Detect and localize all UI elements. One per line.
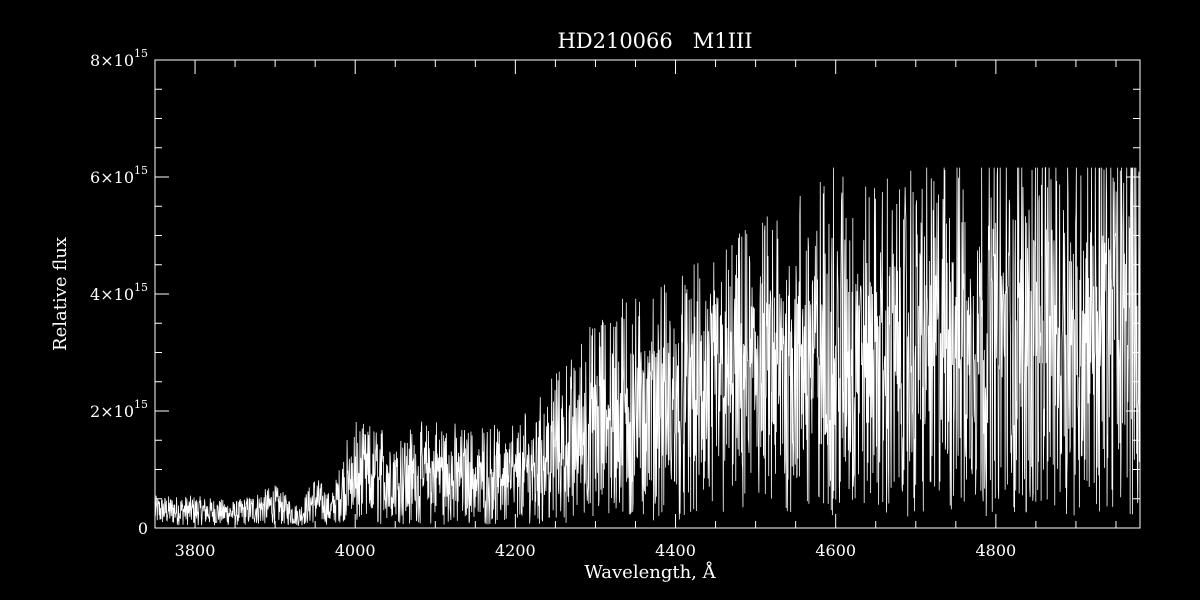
spectrum-line — [154, 167, 1141, 526]
x-tick-label: 4400 — [655, 541, 696, 560]
spectrum-trace — [154, 167, 1141, 526]
x-tick-label: 4200 — [495, 541, 536, 560]
x-axis-tick-labels: 3800 4000 4200 4400 4600 4800 — [175, 541, 1017, 560]
y-tick-label: 2×1015 — [90, 398, 148, 421]
x-tick-label: 3800 — [175, 541, 216, 560]
y-tick-exponent: 15 — [134, 398, 148, 411]
x-tick-label: 4800 — [975, 541, 1016, 560]
x-axis-label: Wavelength, Å — [584, 561, 716, 583]
chart-title: HD210066 M1III — [557, 29, 752, 53]
y-tick-label: 4×1015 — [90, 281, 148, 304]
y-tick-mantissa: 6×10 — [90, 168, 134, 187]
y-tick-exponent: 15 — [134, 281, 148, 294]
y-tick-mantissa: 8×10 — [90, 51, 134, 70]
y-tick-label: 0 — [138, 519, 148, 538]
y-tick-mantissa: 2×10 — [90, 402, 134, 421]
y-tick-mantissa: 0 — [138, 519, 148, 538]
y-axis-label: Relative flux — [50, 237, 71, 351]
y-tick-exponent: 15 — [134, 164, 148, 177]
y-tick-label: 6×1015 — [90, 164, 148, 187]
x-axis-ticks — [154, 60, 1117, 528]
y-tick-label: 8×1015 — [90, 47, 148, 70]
x-tick-label: 4000 — [335, 541, 376, 560]
y-tick-mantissa: 4×10 — [90, 285, 134, 304]
y-tick-exponent: 15 — [134, 47, 148, 60]
y-axis-ticks — [155, 59, 1140, 529]
x-tick-label: 4600 — [815, 541, 856, 560]
